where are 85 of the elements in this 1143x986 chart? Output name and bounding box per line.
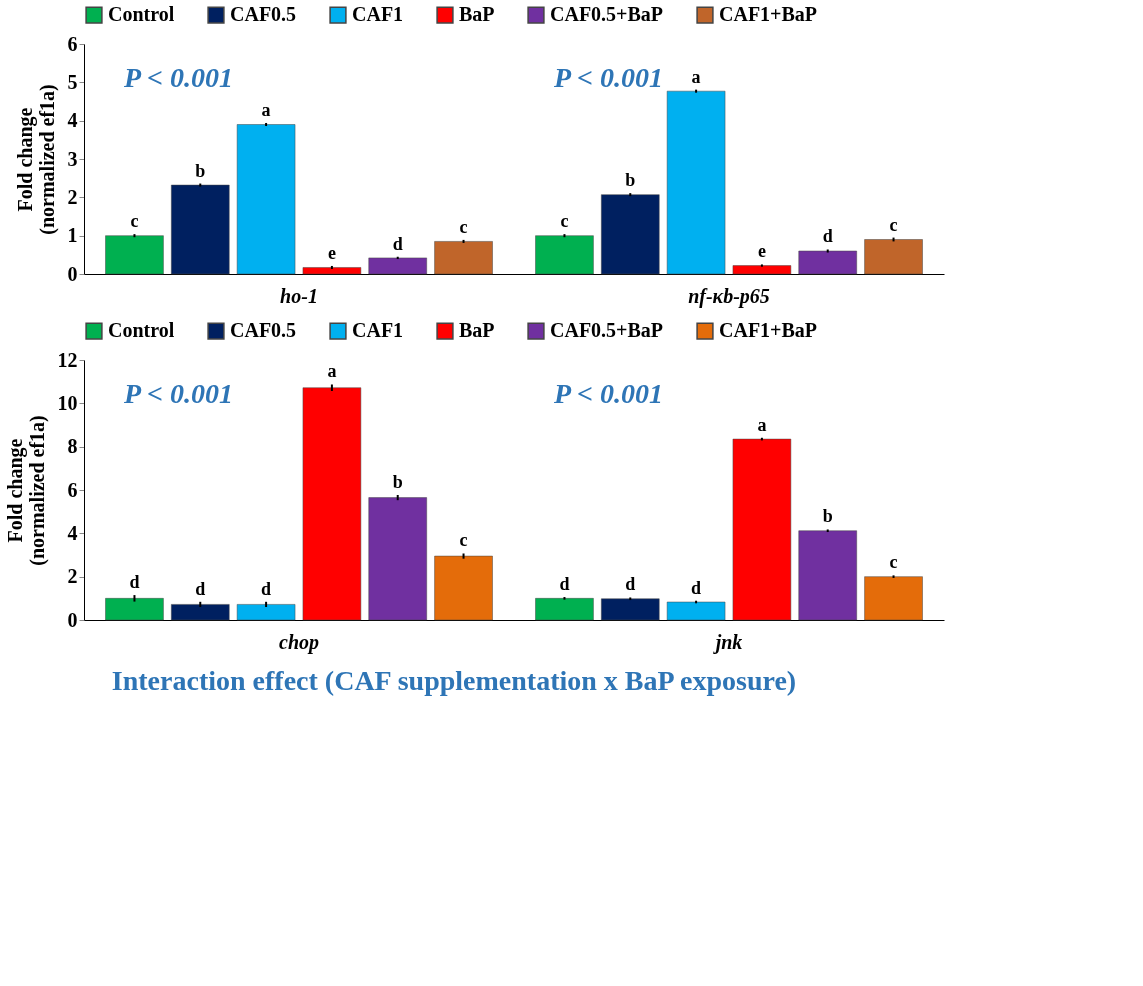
bar — [434, 555, 493, 621]
data-label: c — [560, 211, 569, 232]
data-label: d — [261, 578, 272, 599]
legend-label: CAF0.5+BaP — [550, 319, 664, 342]
bar — [368, 257, 427, 275]
legend-label: CAF1 — [352, 3, 404, 26]
data-label: d — [822, 226, 833, 247]
annotation: P < 0.001 — [123, 62, 234, 93]
y-axis-title: Fold change (normalized ef1a) — [3, 415, 49, 566]
y-tick-label: 0 — [67, 262, 78, 285]
bar — [601, 194, 660, 275]
bar — [368, 497, 427, 621]
bar — [864, 239, 923, 275]
data-label: d — [392, 233, 403, 254]
x-tick-label: chop — [279, 630, 319, 654]
bar — [105, 235, 164, 275]
y-tick-label: 3 — [67, 147, 78, 170]
data-label: c — [130, 211, 139, 232]
text: Interaction effect (CAF supplementation x BaP exposure) — [111, 665, 797, 696]
data-label: b — [625, 170, 636, 191]
data-label: c — [459, 530, 468, 551]
bar — [105, 598, 164, 621]
data-label: c — [889, 214, 898, 235]
y-tick-label: 0 — [67, 608, 78, 631]
bar — [171, 604, 230, 621]
bar — [236, 124, 296, 275]
bar — [864, 576, 923, 621]
bar — [236, 604, 296, 621]
y-tick-label: 8 — [67, 435, 78, 458]
y-tick-label: 2 — [67, 565, 78, 588]
legend-label: CAF0.5 — [230, 3, 297, 26]
legend-label: CAF1 — [352, 319, 404, 342]
bar — [601, 598, 660, 621]
bar — [302, 267, 362, 275]
data-label: a — [327, 361, 337, 382]
bar — [666, 601, 726, 621]
data-label: a — [261, 99, 271, 120]
y-tick-label: 1 — [67, 224, 78, 247]
bar — [798, 250, 857, 275]
data-label: b — [195, 160, 206, 181]
x-tick-label: jnk — [712, 630, 743, 654]
legend-label: Control — [108, 319, 175, 342]
bar — [171, 184, 230, 275]
data-label: d — [691, 577, 702, 598]
data-label: e — [327, 242, 336, 263]
legend-label: CAF0.5 — [230, 319, 297, 342]
annotation: P < 0.001 — [553, 62, 664, 93]
x-tick-label: nf-κb-p65 — [688, 284, 770, 308]
data-label: c — [889, 552, 898, 573]
legend-label: CAF1+BaP — [719, 3, 818, 26]
data-label: d — [625, 574, 636, 595]
y-tick-label: 5 — [67, 70, 78, 93]
y-tick-label: 4 — [67, 521, 78, 544]
legend-label: CAF1+BaP — [719, 319, 818, 342]
y-tick-label: 4 — [67, 109, 78, 132]
data-label: e — [757, 241, 766, 262]
x-tick-label: ho-1 — [280, 284, 318, 307]
bar — [732, 438, 792, 621]
legend-label: BaP — [459, 319, 495, 342]
bar — [535, 598, 594, 621]
bar — [535, 235, 594, 275]
annotation: P < 0.001 — [123, 378, 234, 409]
data-label: d — [559, 574, 570, 595]
data-label: d — [129, 572, 140, 593]
legend-label: Control — [108, 3, 175, 26]
data-label: a — [691, 66, 701, 87]
bar — [666, 90, 726, 275]
legend-label: BaP — [459, 3, 495, 26]
data-label: b — [392, 471, 403, 492]
legend-label: CAF0.5+BaP — [550, 3, 664, 26]
y-tick-label: 10 — [57, 391, 78, 414]
y-tick-label: 6 — [67, 478, 78, 501]
y-axis-title: Fold change (normalized ef1a) — [13, 84, 59, 235]
bar — [302, 387, 362, 621]
y-tick-label: 2 — [67, 185, 78, 208]
y-tick-label: 12 — [57, 348, 78, 371]
annotation: P < 0.001 — [553, 378, 664, 409]
bar — [732, 265, 792, 275]
data-label: d — [195, 578, 206, 599]
y-tick-label: 6 — [67, 32, 78, 55]
bar — [798, 530, 857, 621]
data-label: c — [459, 216, 468, 237]
data-label: a — [757, 414, 767, 435]
data-label: b — [822, 506, 833, 527]
bar — [434, 241, 493, 275]
